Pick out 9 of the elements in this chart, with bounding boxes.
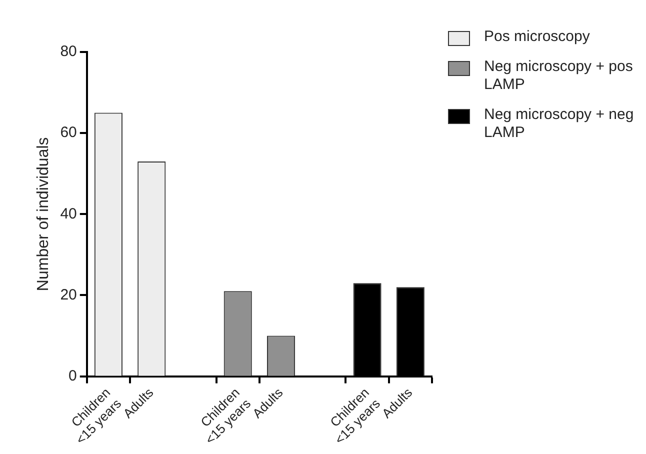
y-tick-label: 0	[68, 367, 77, 384]
y-axis-title: Number of individuals	[35, 137, 52, 292]
legend-label: Neg microscopy + neg LAMP	[484, 106, 635, 142]
y-tick-label: 60	[60, 124, 77, 142]
y-tick-label: 40	[60, 205, 77, 222]
legend-label: Neg microscopy + pos LAMP	[484, 58, 634, 94]
y-tick-label: 80	[60, 43, 77, 60]
legend-label: Pos microscopy	[484, 28, 590, 46]
y-tick-label: 20	[60, 286, 77, 304]
